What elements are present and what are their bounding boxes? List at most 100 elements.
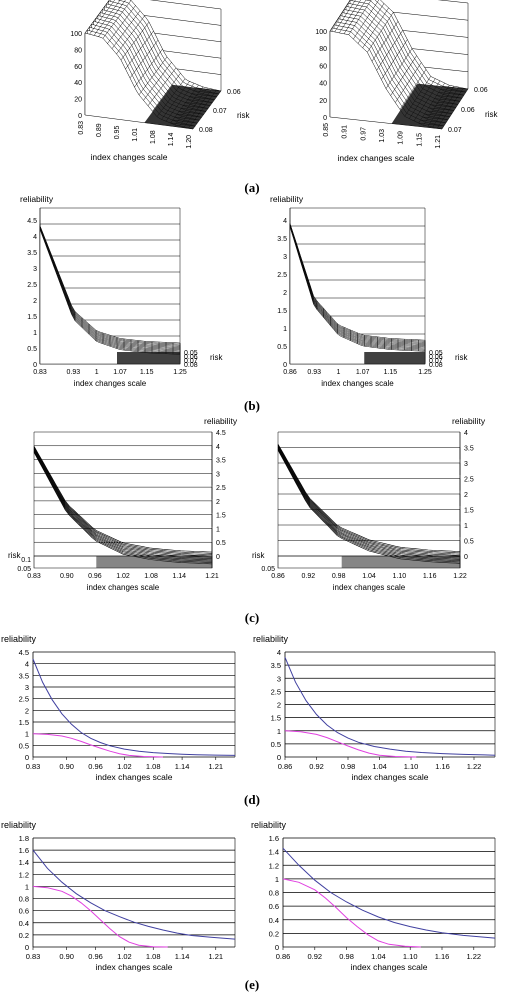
z-tick-label: 1.5 bbox=[464, 508, 474, 515]
surface-floor-shade bbox=[391, 83, 468, 129]
gridline bbox=[278, 524, 461, 537]
panel-label-c: (c) bbox=[244, 610, 260, 625]
y-axis-label: reliability bbox=[253, 634, 289, 644]
y-tick-label: 1 bbox=[25, 882, 29, 891]
surface-layer bbox=[33, 445, 213, 553]
surface-layer bbox=[33, 447, 213, 557]
z-tick-label: 60 bbox=[319, 63, 327, 70]
z-tick-label: 3.5 bbox=[277, 236, 287, 243]
x-tick-label: 1.07 bbox=[113, 369, 127, 376]
risk-tick-label: 0.05 bbox=[17, 566, 31, 573]
y-tick-label: 1 bbox=[277, 727, 281, 736]
z-tick-label: 2 bbox=[33, 298, 37, 305]
gridline bbox=[39, 239, 180, 252]
x-tick-label: 0.96 bbox=[88, 952, 103, 961]
series-line-0 bbox=[284, 657, 496, 756]
x-tick-label: 1.15 bbox=[140, 369, 154, 376]
risk-tick-label: 0.05 bbox=[429, 350, 443, 357]
z-tick-label: 0 bbox=[464, 554, 468, 561]
surface-rib bbox=[390, 55, 417, 96]
y-axis-label: reliability bbox=[251, 820, 287, 830]
z-axis-label: reliability bbox=[452, 416, 486, 426]
line-chart-d-0: reliability 0 0.5 1 1.5 2 2.5 3 3.5 4 4.5 0.83 0.90 0… bbox=[1, 634, 236, 782]
x-tick-label: 1.07 bbox=[356, 369, 370, 376]
x-axis-label: index changes scale bbox=[333, 583, 406, 592]
y-tick-label: 0.4 bbox=[269, 916, 279, 925]
y-tick-label: 0.2 bbox=[269, 929, 279, 938]
surface-layer bbox=[33, 450, 213, 562]
x-tick-label: 0.89 bbox=[96, 123, 103, 137]
surface-layer bbox=[277, 444, 461, 554]
x-tick-label: 0.95 bbox=[114, 126, 121, 140]
x-axis-label: index changes scale bbox=[95, 962, 172, 972]
surface-floor-shade bbox=[341, 556, 460, 568]
panel-label-d: (d) bbox=[244, 792, 260, 807]
z-tick-label: 40 bbox=[319, 81, 327, 88]
z-tick-label: 1 bbox=[283, 326, 287, 333]
surface-rib bbox=[334, 0, 356, 33]
line-chart-d-1: reliability 0 0.5 1 1.5 2 2.5 3 3.5 4 0.86 0.92 0.98… bbox=[253, 634, 496, 782]
gridline bbox=[278, 462, 461, 475]
panel-label-e: (e) bbox=[244, 977, 260, 992]
x-tick-label: 0.93 bbox=[67, 369, 81, 376]
gridline bbox=[34, 473, 213, 486]
x-tick-label: 0.86 bbox=[271, 573, 285, 580]
x-tick-label: 0.96 bbox=[88, 762, 103, 771]
y-tick-label: 0.5 bbox=[271, 740, 281, 749]
gridline bbox=[289, 207, 425, 220]
z-tick-label: 3 bbox=[283, 254, 287, 261]
z-tick-label: 3 bbox=[33, 266, 37, 273]
surface-rib bbox=[147, 67, 177, 106]
surface-floor-shade bbox=[144, 84, 221, 129]
risk-tick-label: 0.06 bbox=[474, 87, 488, 94]
y-tick-label: 4 bbox=[25, 660, 29, 669]
z-tick-label: 4 bbox=[464, 430, 468, 437]
x-tick-label: 1 bbox=[337, 369, 341, 376]
y-tick-label: 2.5 bbox=[271, 687, 281, 696]
risk-axis-label: risk bbox=[252, 551, 265, 560]
surface-layer bbox=[33, 448, 213, 558]
x-tick-label: 1.04 bbox=[362, 573, 376, 580]
x-tick-label: 1.08 bbox=[144, 573, 158, 580]
y-tick-label: 3.5 bbox=[19, 671, 29, 680]
surface-rib bbox=[362, 7, 389, 48]
surface-layer bbox=[277, 450, 461, 564]
x-tick-label: 1.21 bbox=[208, 762, 223, 771]
risk-tick-label: 0.06 bbox=[429, 354, 443, 361]
surface-rib bbox=[98, 0, 126, 37]
line-chart-e-0: reliability 0 0.2 0.4 0.6 0.8 1 1.2 1.4 1.6 1.8 0.8… bbox=[1, 820, 236, 972]
gridline bbox=[278, 431, 461, 444]
y-tick-label: 1.8 bbox=[19, 834, 29, 843]
z-tick-label: 2 bbox=[464, 492, 468, 499]
gridline bbox=[34, 431, 213, 444]
series-line-1 bbox=[282, 878, 421, 948]
surface-rib bbox=[107, 5, 136, 44]
y-tick-label: 0.6 bbox=[19, 907, 29, 916]
x-tick-label: 1.02 bbox=[116, 573, 130, 580]
y-tick-label: 1.5 bbox=[19, 718, 29, 727]
z-tick-label: 1 bbox=[216, 526, 220, 533]
y-tick-label: 0.4 bbox=[19, 919, 29, 928]
risk-tick-label: 0.07 bbox=[429, 358, 443, 365]
x-tick-label: 1.21 bbox=[205, 573, 219, 580]
risk-tick-label: 0.08 bbox=[429, 362, 443, 369]
panel-label-a: (a) bbox=[244, 180, 260, 195]
y-tick-label: 2 bbox=[25, 706, 29, 715]
y-tick-label: 0 bbox=[277, 753, 281, 762]
x-tick-label: 0.90 bbox=[60, 573, 74, 580]
surface-layer bbox=[277, 449, 461, 563]
surface-rib bbox=[84, 0, 110, 34]
y-tick-label: 1.4 bbox=[269, 848, 279, 857]
y-tick-label: 4 bbox=[277, 648, 281, 657]
x-tick-label: 1.03 bbox=[379, 129, 386, 143]
x-tick-label: 1.21 bbox=[208, 952, 223, 961]
risk-tick-label: 0.06 bbox=[227, 89, 241, 96]
x-axis-label: index changes scale bbox=[95, 772, 172, 782]
y-tick-label: 0.6 bbox=[269, 902, 279, 911]
surface-rib bbox=[348, 0, 372, 35]
x-axis-label: index changes scale bbox=[90, 152, 167, 162]
y-tick-label: 1 bbox=[275, 875, 279, 884]
x-tick-label: 1.25 bbox=[173, 369, 187, 376]
y-tick-label: 3.5 bbox=[271, 661, 281, 670]
x-tick-label: 1.16 bbox=[435, 762, 450, 771]
